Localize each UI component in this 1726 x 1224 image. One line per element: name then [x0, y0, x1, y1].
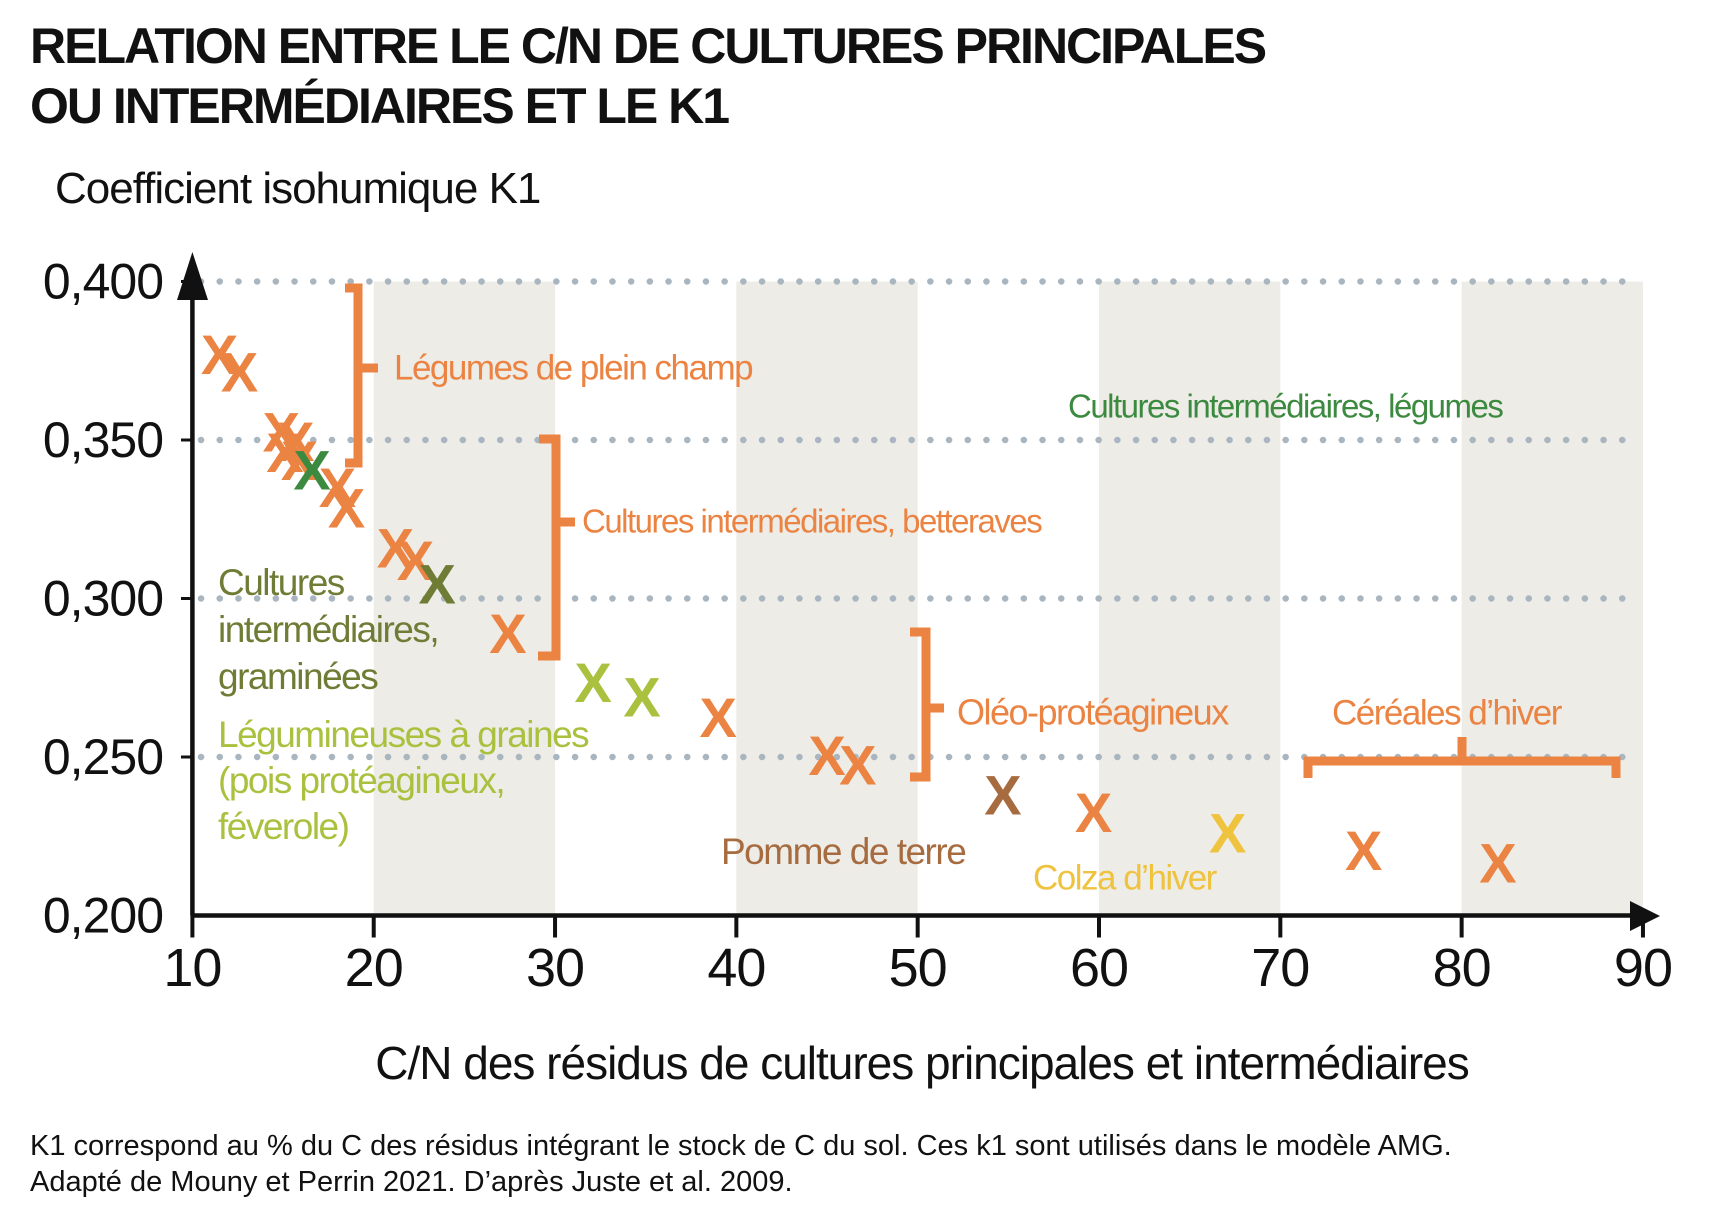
- bracket-legumes-plein-champ: [345, 283, 378, 468]
- y-tick-label: 0,200: [43, 888, 163, 944]
- annotation-legumineuses-a-graines: féverole): [218, 806, 349, 847]
- x-tick-label: 60: [1070, 938, 1128, 998]
- data-point-x-marker: X: [328, 477, 365, 540]
- x-tick-label: 70: [1251, 938, 1309, 998]
- data-point-x-marker: X: [293, 439, 330, 502]
- annotation-cultures-intermediaires-graminees: intermédiaires,: [218, 609, 438, 650]
- footnote-line2: Adapté de Mouny et Perrin 2021. D’après …: [30, 1166, 793, 1198]
- y-axis-title: Coefficient isohumique K1: [55, 164, 541, 213]
- footnote-line1: K1 correspond au % du C des résidus inté…: [30, 1130, 1452, 1162]
- x-tick-label: 80: [1433, 938, 1491, 998]
- data-point-x-marker: X: [700, 686, 737, 749]
- x-axis-arrow-icon: [1630, 901, 1660, 931]
- annotation-legumes-de-plein-champ: Légumes de plein champ: [394, 348, 752, 387]
- annotation-cultures-intermediaires-legumes: Cultures intermédiaires, légumes: [1068, 388, 1503, 425]
- data-point-x-marker: X: [377, 516, 414, 579]
- annotation-cultures-intermediaires-betteraves: Cultures intermédiaires, betteraves: [582, 503, 1042, 540]
- data-point-x-marker: X: [984, 764, 1021, 827]
- annotation-cereales-dhiver: Céréales d’hiver: [1332, 693, 1563, 732]
- y-tick-label: 0,300: [43, 571, 163, 627]
- data-point-x-marker: X: [319, 456, 356, 519]
- bracket-betteraves: [538, 434, 575, 661]
- chart-title-line1: RELATION ENTRE LE C/N DE CULTURES PRINCI…: [30, 18, 1267, 74]
- annotation-pomme-de-terre: Pomme de terre: [721, 831, 965, 872]
- data-point-x-marker: X: [221, 340, 258, 403]
- annotation-cultures-intermediaires-graminees: Cultures: [218, 562, 345, 603]
- y-tick-label: 0,250: [43, 729, 163, 785]
- data-point-x-marker: X: [397, 529, 434, 592]
- x-tick-label: 90: [1614, 938, 1672, 998]
- data-point-x-marker: X: [419, 553, 456, 616]
- annotation-cultures-intermediaires-graminees: graminées: [218, 656, 378, 697]
- x-tick-label: 50: [889, 938, 947, 998]
- data-point-x-marker: X: [1075, 781, 1112, 844]
- background-band: [736, 281, 918, 916]
- x-tick-label: 30: [526, 938, 584, 998]
- data-point-x-marker: X: [1479, 832, 1516, 895]
- data-point-x-marker: X: [489, 602, 526, 665]
- data-point-x-marker: X: [808, 724, 845, 787]
- data-point-x-marker: X: [623, 665, 660, 728]
- footnote: K1 correspond au % du C des résidus inté…: [30, 1128, 1452, 1200]
- data-point-x-marker: X: [201, 323, 238, 386]
- x-tick-label: 40: [707, 938, 765, 998]
- annotation-legumineuses-a-graines: (pois protéagineux,: [218, 760, 504, 801]
- x-tick-label: 20: [345, 938, 403, 998]
- bracket-oleo-proteagineux: [910, 627, 944, 782]
- data-point-x-marker: X: [1345, 819, 1382, 882]
- annotation-oleo-proteagineux: Oléo-protéagineux: [957, 692, 1229, 733]
- bracket-cereales-dhiver: [1303, 737, 1621, 778]
- data-point-x-marker: X: [281, 429, 318, 492]
- data-point-x-marker: X: [263, 401, 300, 464]
- data-point-x-marker: X: [574, 651, 611, 714]
- chart-title: RELATION ENTRE LE C/N DE CULTURES PRINCI…: [30, 16, 1267, 136]
- y-tick-label: 0,400: [43, 254, 163, 310]
- data-point-x-marker: X: [1209, 802, 1246, 865]
- data-point-x-marker: X: [277, 410, 314, 473]
- y-axis-arrow-icon: [177, 252, 208, 300]
- x-tick-label: 10: [163, 938, 221, 998]
- data-point-x-marker: X: [839, 733, 876, 796]
- y-tick-label: 0,350: [43, 412, 163, 468]
- x-axis-title: C/N des résidus de cultures principales …: [375, 1037, 1470, 1089]
- annotation-legumineuses-a-graines: Légumineuses à graines: [218, 714, 589, 755]
- annotation-colza-dhiver: Colza d’hiver: [1033, 858, 1218, 897]
- chart-title-line2: OU INTERMÉDIAIRES ET LE K1: [30, 78, 730, 134]
- data-point-x-marker: X: [266, 421, 303, 484]
